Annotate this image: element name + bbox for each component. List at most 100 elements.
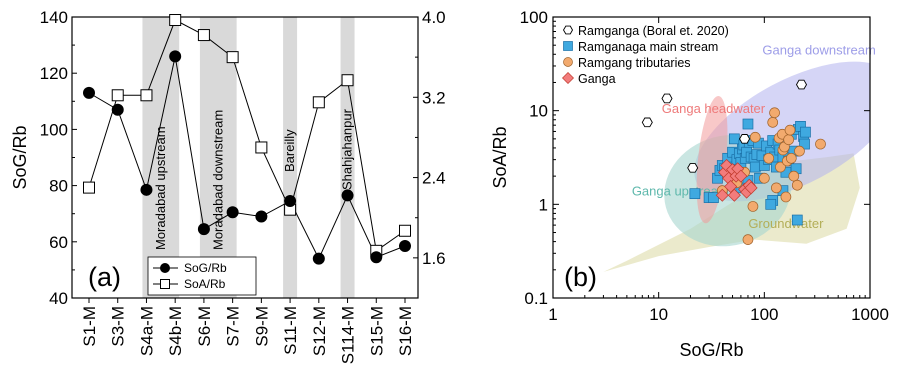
data-point-circle (763, 152, 775, 164)
data-point-soa (312, 96, 325, 109)
data-point-soa (140, 89, 153, 102)
data-point-circle (791, 179, 803, 191)
region-label: Ganga headwater (662, 101, 766, 116)
y-tick-label: 140 (40, 8, 68, 27)
panel-a: Moradabad upstream Moradabad downstream Ba… (10, 8, 446, 364)
panel-label: (a) (88, 262, 121, 292)
x-tick-label: S15-M (367, 306, 386, 356)
y-tick-label: 120 (40, 64, 68, 83)
data-point-soa (83, 181, 95, 194)
data-point-sog (312, 252, 325, 265)
y-tick-label: 10 (529, 102, 548, 121)
data-point-circle (769, 107, 780, 119)
data-point-circle (742, 234, 754, 245)
legend-label: Ramgang tributaries (578, 56, 691, 70)
x-tick-label: S1-M (80, 306, 99, 347)
data-point-circle (783, 134, 795, 146)
data-point-hexagon (739, 134, 751, 144)
x-tick-label: 1 (548, 305, 557, 324)
y2-tick-label: 1.6 (422, 249, 446, 268)
data-point-diamond (744, 181, 758, 195)
data-point-sog (284, 195, 297, 208)
data-point-sog (255, 210, 268, 223)
legend-marker (562, 72, 574, 84)
data-point-sog (341, 189, 354, 202)
series-line-sog (88, 56, 406, 260)
x-tick-label: S3-M (109, 306, 128, 347)
data-point-soa (197, 29, 210, 42)
legend-marker-soa (160, 279, 170, 289)
data-point-circle (749, 131, 761, 143)
data-point-soa (111, 89, 124, 102)
data-point-soa (226, 51, 239, 64)
data-point-sog (83, 86, 95, 99)
y2-tick-label: 2.4 (422, 169, 446, 188)
shaded-band (283, 17, 298, 298)
data-point-square (689, 188, 701, 200)
data-point-circle (767, 117, 779, 128)
legend-label-sog: SoG/Rb (184, 261, 227, 275)
data-point-circle (794, 145, 805, 157)
x-tick-label: S6-M (195, 306, 214, 347)
x-tick-label: 1000 (851, 305, 889, 324)
legend-label-soa: SoA/Rb (184, 277, 226, 291)
data-point-sog (140, 183, 153, 196)
data-point-square (799, 138, 810, 150)
data-point-circle (788, 170, 800, 182)
data-point-sog (197, 223, 210, 236)
band-label: Shahjahanpur (340, 108, 355, 190)
data-point-circle (775, 161, 786, 173)
band-label: Moradabad upstream (153, 126, 168, 250)
data-point-square (765, 198, 777, 210)
data-point-diamond (734, 169, 748, 183)
legend-marker (563, 41, 573, 51)
data-point-circle (815, 138, 826, 150)
x-tick-label: S4a-M (137, 306, 156, 356)
shaded-band (340, 17, 355, 298)
data-point-circle (784, 124, 796, 136)
y2-tick-label: 4.0 (422, 8, 446, 27)
y-tick-label: 100 (40, 120, 68, 139)
x-tick-label: S114-M (339, 306, 358, 364)
data-point-square (728, 133, 740, 145)
legend-label: Ramganaga main stream (578, 40, 718, 54)
y-tick-label: 80 (49, 177, 68, 196)
data-point-circle (780, 191, 792, 203)
data-point-sog (111, 103, 124, 116)
x-tick-label: S4b-M (166, 306, 185, 356)
data-point-sog (399, 240, 411, 253)
x-tick-label: S16-M (396, 306, 415, 356)
legend-marker (562, 25, 574, 35)
data-point-circle (785, 152, 797, 164)
y-tick-label: 100 (520, 8, 548, 27)
data-point-hexagon (687, 163, 699, 173)
data-point-soa (255, 141, 268, 154)
y2-tick-label: 3.2 (422, 88, 446, 107)
data-point-sog (169, 50, 182, 63)
y-tick-label: 0.1 (524, 289, 548, 308)
data-point-soa (399, 224, 411, 237)
band-label: Bareilly (282, 129, 297, 172)
data-point-hexagon (641, 117, 653, 128)
panel-label: (b) (564, 262, 597, 292)
x-tick-label: 10 (649, 305, 668, 324)
data-point-square (749, 161, 761, 173)
data-point-hexagon (795, 79, 808, 90)
x-tick-label: S11-M (281, 306, 300, 355)
y-axis-label: SoG/Rb (10, 125, 30, 189)
x-axis-label: SoG/Rb (679, 340, 743, 360)
data-point-sog (370, 251, 383, 264)
y-tick-label: 40 (49, 289, 68, 308)
data-point-diamond (727, 188, 741, 202)
data-point-square (791, 214, 803, 226)
y-tick-label: 1 (539, 195, 548, 214)
region-label: Groundwater (748, 216, 824, 231)
data-point-square (742, 118, 754, 130)
data-point-soa (169, 14, 182, 27)
x-tick-label: 100 (750, 305, 778, 324)
data-point-square (800, 126, 811, 138)
data-point-soa (341, 74, 354, 87)
